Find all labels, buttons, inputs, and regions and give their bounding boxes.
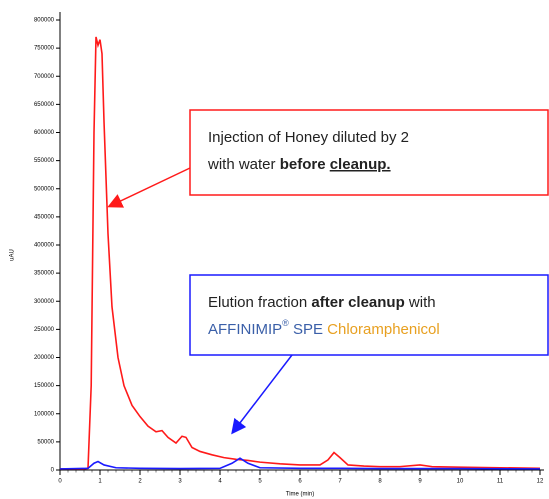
x-tick-label: 4 [218,479,222,485]
annotation-span: Chloramphenicol [327,321,440,338]
annotation-span: SPE [289,321,327,338]
annotation-span: Elution fraction [208,294,311,311]
y-tick-label: 650000 [34,102,55,108]
y-tick-label: 750000 [34,46,55,52]
y-tick-label: 350000 [34,271,55,277]
annotation-arrow [107,167,191,208]
x-tick-label: 10 [457,479,464,485]
annotation-span: cleanup. [330,156,391,173]
x-axis-label: Time (min) [286,492,314,498]
y-tick-label: 50000 [37,439,54,445]
annotation-span: before [280,156,330,173]
x-tick-label: 11 [497,479,504,485]
y-tick-label: 400000 [34,243,55,249]
y-tick-label: 500000 [34,186,55,192]
annotation-box [189,274,549,356]
x-tick-label: 8 [378,479,382,485]
annotation-span: after cleanup [311,294,404,311]
y-tick-label: 800000 [34,18,55,24]
y-tick-label: 100000 [34,411,55,417]
annotation-text: AFFINIMIP® SPE Chloramphenicol [208,318,440,338]
x-tick-label: 1 [98,479,102,485]
y-tick-label: 700000 [34,74,55,80]
x-tick-label: 0 [58,479,62,485]
series-line [59,457,541,470]
y-tick-label: 550000 [34,158,55,164]
annotation-span: ® [282,318,289,328]
x-tick-label: 12 [537,479,544,485]
y-tick-label: 600000 [34,130,55,136]
y-tick-label: 150000 [34,383,55,389]
y-tick-label: 450000 [34,214,55,220]
y-tick-label: 300000 [34,299,55,305]
y-tick-label: 200000 [34,355,55,361]
x-tick-label: 5 [258,479,262,485]
y-axis-label: uAU [10,249,16,261]
x-tick-label: 7 [338,479,342,485]
x-tick-label: 9 [418,479,422,485]
annotation-span: with [405,294,436,311]
y-tick-label: 0 [51,468,55,474]
x-tick-label: 6 [298,479,302,485]
series-line [60,36,541,470]
annotation-text: with water before cleanup. [207,156,391,173]
annotation-text: Elution fraction after cleanup with [208,294,436,311]
annotation-text: Injection of Honey diluted by 2 [208,129,409,146]
annotation-span: Injection of Honey diluted by 2 [208,129,409,146]
annotation-span: AFFINIMIP [208,321,282,338]
x-tick-label: 3 [178,479,182,485]
y-tick-label: 250000 [34,327,55,333]
annotation-span: with water [207,156,280,173]
annotation-box [189,109,549,196]
annotation-arrow [231,354,293,435]
x-tick-label: 2 [138,479,142,485]
